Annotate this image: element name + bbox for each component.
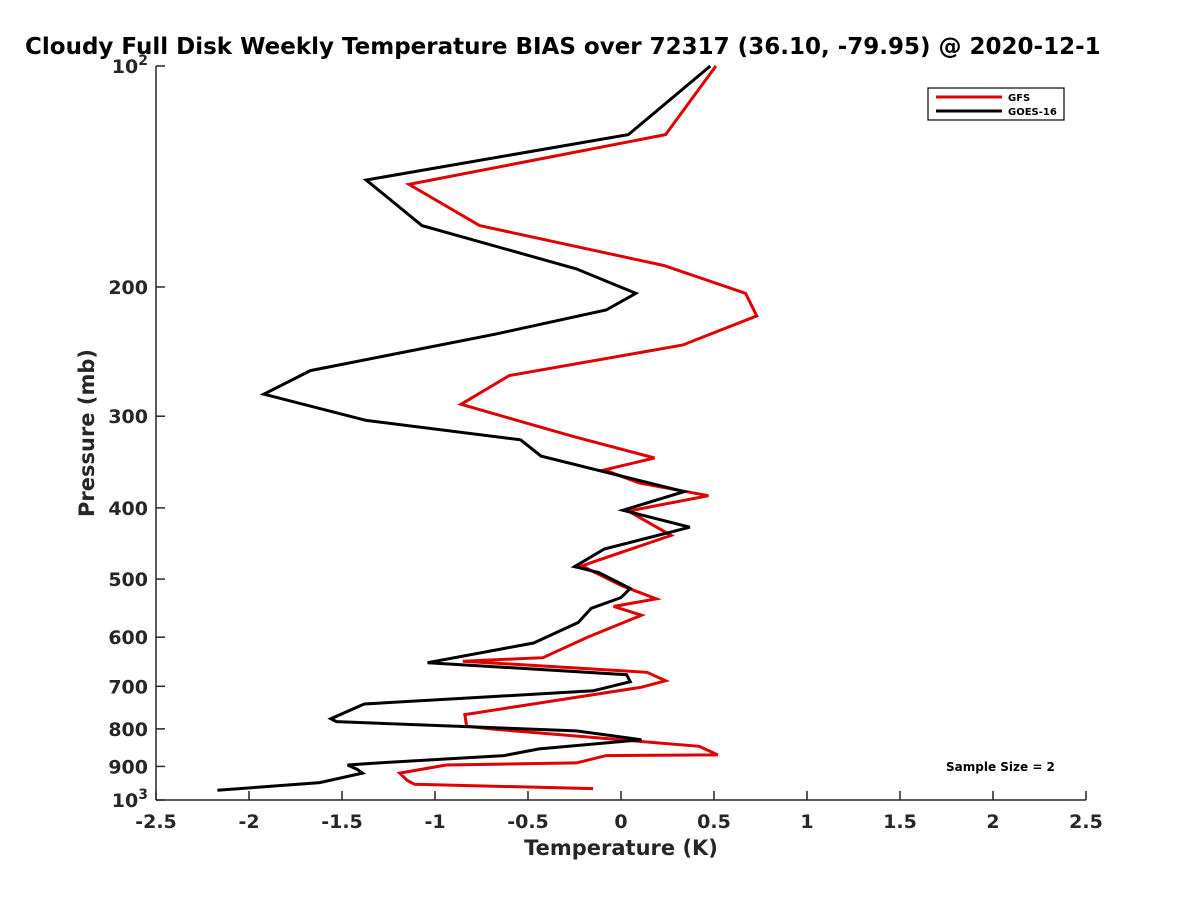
x-tick-label: 1: [800, 811, 813, 833]
legend-label: GOES-16: [1008, 107, 1057, 118]
y-axis-ticks: 102 200 300 400 500 600 700 800 900 103: [108, 53, 165, 812]
sample-size-annotation: Sample Size = 2: [946, 760, 1055, 774]
y-tick-label: 800: [108, 719, 148, 741]
y-tick-label: 500: [108, 569, 148, 591]
x-tick-label: 0: [614, 811, 627, 833]
x-tick-label: -2.5: [135, 811, 177, 833]
x-tick-label: -1.5: [321, 811, 363, 833]
y-axis-label: Pressure (mb): [75, 349, 99, 517]
legend: GFS GOES-16: [927, 87, 1065, 121]
series-lines: [217, 64, 759, 792]
legend-label: GFS: [1008, 93, 1030, 104]
y-tick-label: 900: [108, 756, 148, 778]
x-tick-label: 2: [986, 811, 999, 833]
series-line-goes-16: [217, 64, 712, 792]
x-tick-label: 0.5: [697, 811, 731, 833]
x-axis-label: Temperature (K): [524, 836, 718, 860]
x-tick-label: -0.5: [507, 811, 549, 833]
y-tick-label: 700: [108, 676, 148, 698]
series-line-gfs: [396, 65, 759, 791]
x-axis-ticks: -2.5 -2 -1.5 -1 -0.5 0 0.5 1 1.5 2 2.5: [135, 791, 1103, 833]
x-tick-label: 2.5: [1069, 811, 1103, 833]
y-tick-label: 600: [108, 627, 148, 649]
x-tick-label: -2: [238, 811, 259, 833]
y-tick-label: 102: [112, 53, 148, 78]
x-tick-label: 1.5: [883, 811, 917, 833]
chart-title: Cloudy Full Disk Weekly Temperature BIAS…: [25, 34, 1101, 60]
legend-box: [927, 87, 1065, 121]
x-tick-label: -1: [424, 811, 445, 833]
y-tick-label: 200: [108, 277, 148, 299]
y-tick-label: 103: [112, 787, 148, 812]
y-tick-label: 300: [108, 406, 148, 428]
y-tick-label: 400: [108, 498, 148, 520]
